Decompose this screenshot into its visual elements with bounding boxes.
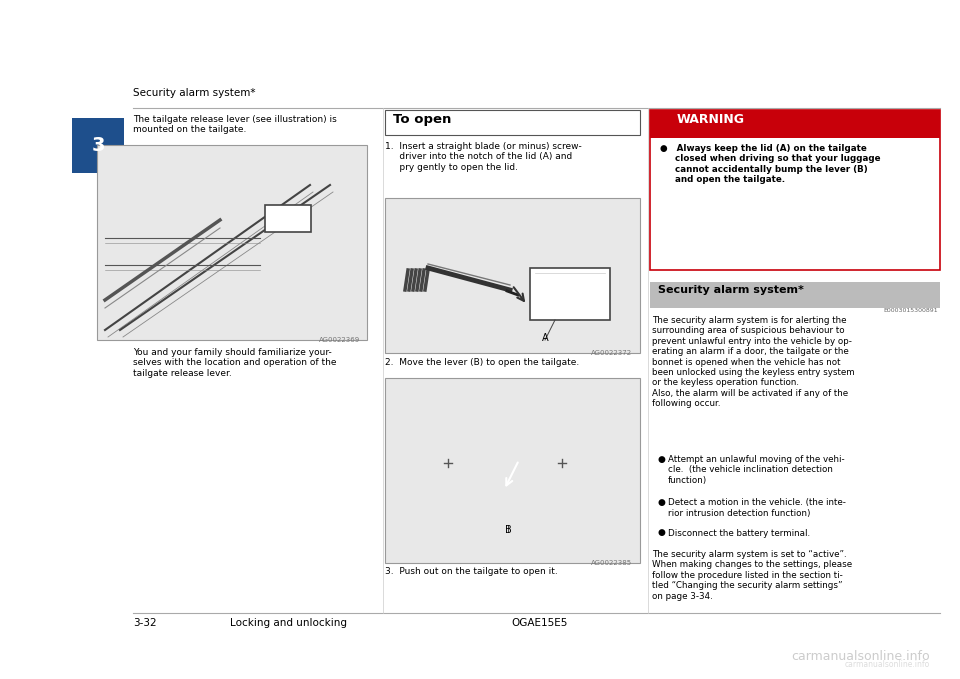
Text: AG0022369: AG0022369: [319, 337, 360, 343]
Text: Attempt an unlawful moving of the vehi-
cle.  (the vehicle inclination detection: Attempt an unlawful moving of the vehi- …: [668, 455, 845, 485]
Text: B: B: [505, 525, 512, 535]
Text: WARNING: WARNING: [677, 113, 745, 126]
Text: Disconnect the battery terminal.: Disconnect the battery terminal.: [668, 528, 810, 538]
Bar: [650, 282, 940, 308]
Bar: [385, 198, 640, 353]
Text: The security alarm system is set to “active”.
When making changes to the setting: The security alarm system is set to “act…: [652, 550, 852, 601]
Text: A: A: [541, 333, 548, 343]
FancyBboxPatch shape: [407, 390, 608, 536]
Text: Detect a motion in the vehicle. (the inte-
rior intrusion detection function): Detect a motion in the vehicle. (the int…: [668, 498, 846, 518]
Text: 3.  Push out on the tailgate to open it.: 3. Push out on the tailgate to open it.: [385, 567, 558, 576]
Text: ●   Always keep the lid (A) on the tailgate
     closed when driving so that you: ● Always keep the lid (A) on the tailgat…: [660, 144, 880, 184]
Polygon shape: [656, 118, 672, 132]
Text: ●: ●: [658, 528, 666, 538]
Text: Locking and unlocking: Locking and unlocking: [230, 618, 347, 628]
Text: carmanualsonline.info: carmanualsonline.info: [845, 660, 930, 669]
FancyBboxPatch shape: [471, 415, 541, 510]
Text: You and your family should familiarize your-
selves with the location and operat: You and your family should familiarize y…: [133, 348, 337, 378]
Text: To open: To open: [393, 113, 451, 126]
Text: ●: ●: [658, 455, 666, 464]
Bar: [265, 205, 311, 232]
Text: The security alarm system is for alerting the
surrounding area of suspicious beh: The security alarm system is for alertin…: [652, 316, 854, 408]
Text: AG0022372: AG0022372: [590, 350, 632, 356]
Text: AG0022385: AG0022385: [590, 560, 632, 566]
Circle shape: [438, 453, 458, 473]
Bar: [72, 118, 124, 173]
Text: 3: 3: [91, 136, 105, 155]
Bar: [530, 268, 610, 320]
Text: The tailgate release lever (see illustration) is
mounted on the tailgate.: The tailgate release lever (see illustra…: [133, 115, 337, 134]
Text: Security alarm system*: Security alarm system*: [133, 88, 255, 98]
Circle shape: [236, 166, 340, 270]
Text: ●: ●: [658, 498, 666, 507]
Bar: [385, 378, 640, 563]
Bar: [650, 110, 940, 138]
Text: carmanualsonline.info: carmanualsonline.info: [791, 650, 930, 663]
Bar: [97, 145, 367, 340]
Text: E0003015300891: E0003015300891: [883, 308, 938, 313]
Text: 2.  Move the lever (B) to open the tailgate.: 2. Move the lever (B) to open the tailga…: [385, 358, 579, 367]
Circle shape: [552, 453, 572, 473]
FancyBboxPatch shape: [431, 411, 584, 516]
Bar: [650, 110, 940, 270]
Text: OGAE15E5: OGAE15E5: [512, 618, 568, 628]
Bar: [385, 110, 640, 135]
Text: 3-32: 3-32: [133, 618, 156, 628]
Text: Security alarm system*: Security alarm system*: [658, 285, 804, 295]
Text: 1.  Insert a straight blade (or minus) screw-
     driver into the notch of the : 1. Insert a straight blade (or minus) sc…: [385, 142, 582, 172]
